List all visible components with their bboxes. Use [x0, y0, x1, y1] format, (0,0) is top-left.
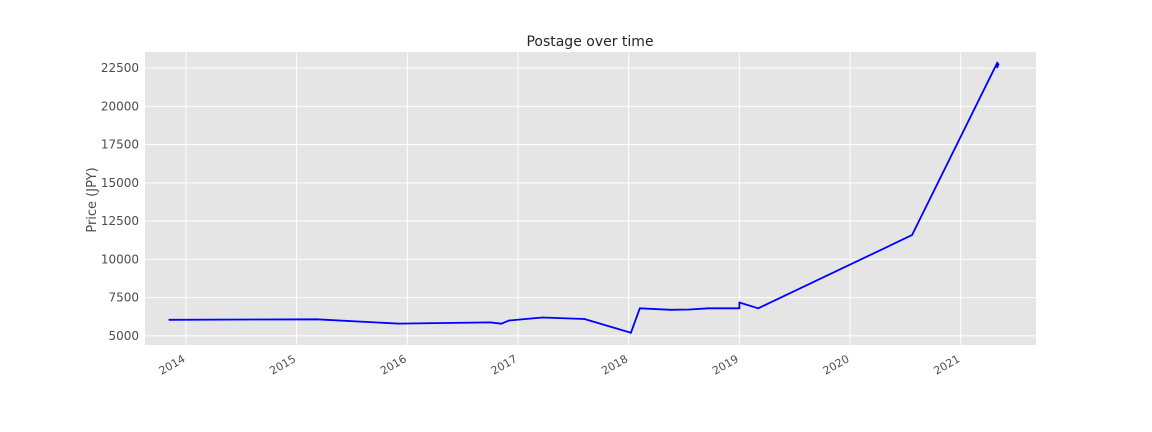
x-tick-label: 2021 — [931, 352, 962, 377]
data-point — [397, 322, 400, 325]
chart-title: Postage over time — [526, 34, 653, 50]
data-point — [315, 318, 318, 321]
x-tick-label: 2016 — [378, 352, 409, 377]
y-tick-label: 20000 — [101, 99, 139, 113]
x-tick-label: 2020 — [821, 352, 852, 377]
y-tick-label: 12500 — [101, 214, 139, 228]
data-point — [583, 318, 586, 320]
data-point — [997, 63, 1000, 66]
data-point — [688, 308, 691, 311]
data-point — [500, 322, 503, 325]
data-point — [168, 318, 171, 321]
data-point — [669, 308, 672, 311]
y-tick-label: 10000 — [101, 252, 139, 266]
y-tick-label: 22500 — [101, 61, 139, 75]
gridlines — [145, 52, 1036, 345]
data-point — [630, 331, 632, 334]
data-point — [911, 234, 913, 237]
data-point — [996, 66, 999, 69]
x-tick-label: 2014 — [157, 352, 188, 377]
data-point — [638, 307, 641, 310]
y-tick-label: 15000 — [101, 176, 139, 190]
x-axis-ticks: 2014 2015 2016 2017 2018 2019 2020 2021 — [157, 352, 963, 377]
y-tick-label: 7500 — [108, 291, 139, 305]
x-tick-label: 2015 — [267, 352, 298, 377]
data-point — [757, 307, 760, 310]
plot-area — [145, 52, 1036, 345]
x-tick-label: 2019 — [710, 352, 741, 377]
series-layer — [168, 61, 1000, 334]
y-axis-label: Price (JPY) — [85, 167, 100, 232]
data-point — [508, 319, 510, 322]
data-point — [541, 316, 544, 319]
y-tick-label: 17500 — [101, 138, 139, 152]
y-tick-label: 5000 — [108, 329, 139, 343]
data-point — [707, 307, 710, 310]
x-tick-label: 2018 — [599, 352, 630, 377]
x-tick-label: 2017 — [489, 352, 520, 377]
y-axis-ticks: 5000 7500 10000 12500 15000 17500 20000 22500 — [101, 61, 139, 343]
data-point — [996, 61, 999, 64]
data-point — [489, 321, 492, 324]
data-point — [738, 307, 741, 310]
data-point — [738, 301, 741, 304]
